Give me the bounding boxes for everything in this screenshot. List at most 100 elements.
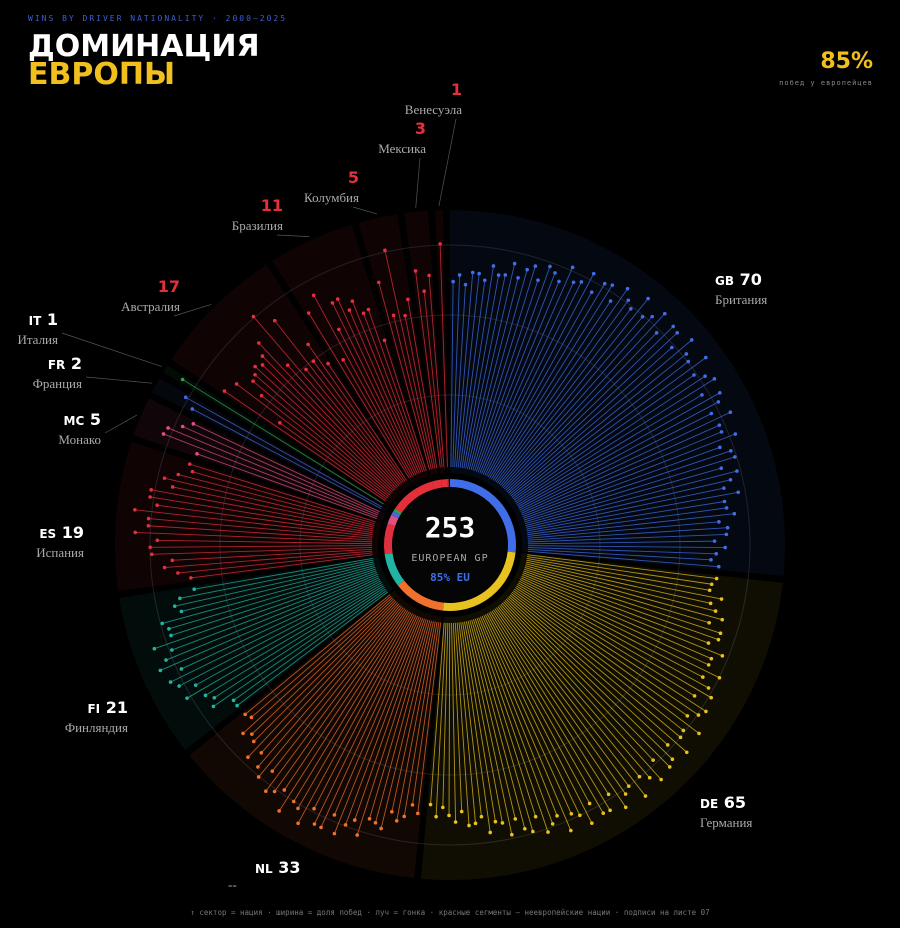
center-ring-segment xyxy=(393,508,402,516)
race-ray xyxy=(265,607,404,792)
race-ray xyxy=(468,277,519,470)
race-dot xyxy=(343,823,348,827)
race-dot xyxy=(553,271,557,275)
race-ray xyxy=(526,487,724,530)
center-ring-segment xyxy=(449,479,516,553)
race-ray xyxy=(503,601,654,761)
center-ring-segment xyxy=(397,580,444,611)
race-dot xyxy=(319,825,323,830)
race-ray xyxy=(485,614,593,824)
race-dot xyxy=(170,648,174,652)
race-dot xyxy=(332,813,337,817)
race-dot xyxy=(172,604,177,608)
race-ray xyxy=(448,622,451,816)
nation-name: Финляндия xyxy=(65,720,128,735)
race-ray xyxy=(497,308,632,484)
race-dot xyxy=(341,358,345,362)
nation-wins: 11 xyxy=(261,196,283,215)
race-ray xyxy=(526,559,722,600)
race-ray xyxy=(518,401,719,509)
race-ray xyxy=(500,603,651,779)
race-dot xyxy=(438,242,442,246)
race-dot xyxy=(222,389,227,393)
race-ray xyxy=(521,424,720,514)
race-ray xyxy=(527,521,719,539)
race-dot xyxy=(523,826,527,831)
race-ray xyxy=(516,585,695,697)
race-ray xyxy=(474,280,539,472)
race-ray xyxy=(522,433,736,518)
nation-name: Бритaния xyxy=(715,292,767,307)
sector xyxy=(272,224,429,484)
race-dot xyxy=(623,805,628,810)
race-dot xyxy=(162,476,167,480)
race-dot xyxy=(256,341,261,345)
race-dot xyxy=(623,792,628,796)
race-ray xyxy=(467,263,516,470)
race-dot xyxy=(696,713,701,717)
nation-code: IT xyxy=(29,314,42,328)
race-dot xyxy=(525,267,529,272)
race-dot xyxy=(148,495,152,499)
race-ray xyxy=(527,554,717,579)
subtitle: WINS BY DRIVER NATIONALITY · 2000–2025 xyxy=(28,14,287,23)
race-dot xyxy=(164,658,168,662)
race-dot xyxy=(719,430,724,434)
race-dot xyxy=(670,345,674,350)
race-dot xyxy=(510,832,514,837)
race-ray xyxy=(527,507,727,536)
race-dot xyxy=(155,538,160,543)
center-ring-segment xyxy=(395,489,420,513)
race-dot xyxy=(193,683,198,687)
race-ray xyxy=(527,540,715,545)
center-ring-segment xyxy=(384,523,396,555)
race-ray xyxy=(526,491,739,532)
race-ray xyxy=(205,585,384,696)
kpi: 85% xyxy=(820,49,873,74)
race-dot xyxy=(180,424,185,429)
rays xyxy=(133,462,376,580)
leader-line xyxy=(61,332,162,367)
rays xyxy=(376,248,438,470)
race-dot xyxy=(146,516,151,521)
race-ray xyxy=(279,422,387,500)
race-dot xyxy=(718,631,723,636)
race-dot xyxy=(251,314,256,319)
race-ray xyxy=(523,450,731,521)
race-dot xyxy=(708,601,713,606)
race-ray xyxy=(479,281,560,474)
race-dot xyxy=(608,808,612,813)
race-ray xyxy=(520,577,709,666)
race-ray xyxy=(375,620,431,823)
race-dot xyxy=(178,596,182,601)
race-dot xyxy=(259,750,264,755)
race-dot xyxy=(662,311,667,316)
race-dot xyxy=(366,307,371,312)
race-ray xyxy=(508,596,688,753)
race-ray xyxy=(224,390,386,502)
race-dot xyxy=(169,633,173,638)
race-dot xyxy=(546,830,550,834)
race-ray xyxy=(490,284,613,480)
race-dot xyxy=(700,393,704,397)
race-ray xyxy=(148,525,373,541)
race-ray xyxy=(314,614,417,825)
nation-name: Франция xyxy=(33,376,82,391)
race-dot xyxy=(332,831,337,836)
race-ray xyxy=(522,573,723,657)
leader-line xyxy=(352,206,378,215)
race-dot xyxy=(569,828,573,833)
nation-label: GB 70 xyxy=(715,270,762,289)
race-ray xyxy=(313,614,415,809)
race-ray xyxy=(396,621,436,821)
race-ray xyxy=(527,545,726,548)
race-dot xyxy=(463,282,468,287)
race-ray xyxy=(423,291,443,468)
race-ray xyxy=(478,617,558,816)
race-dot xyxy=(689,338,694,342)
race-dot xyxy=(168,680,173,684)
race-dot xyxy=(704,709,708,714)
race-dot xyxy=(626,784,631,788)
race-dot xyxy=(212,695,217,700)
